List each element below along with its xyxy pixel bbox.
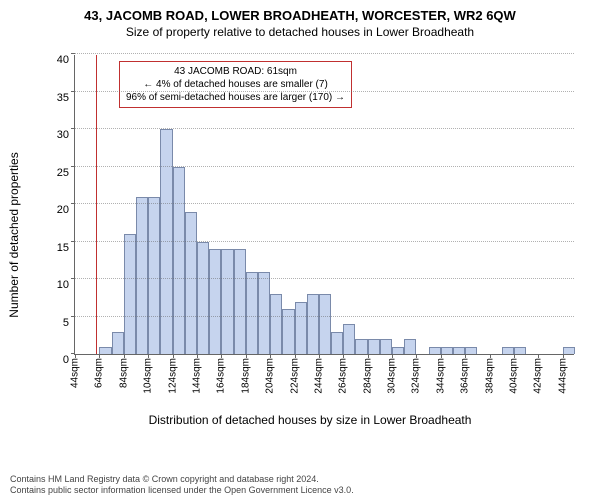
xtick-label: 324sqm [411,354,422,394]
x-axis-label: Distribution of detached houses by size … [149,413,472,427]
xtick-label: 84sqm [118,354,129,388]
histogram-bar [209,249,221,354]
xtick-label: 404sqm [509,354,520,394]
histogram-bar [343,324,355,354]
histogram-bar [307,294,319,354]
histogram-bar [112,332,124,355]
xtick-label: 304sqm [387,354,398,394]
histogram-bar [392,347,404,355]
xtick-label: 444sqm [557,354,568,394]
histogram-bar [331,332,343,355]
grid-line [75,316,574,317]
histogram-bar [160,129,172,354]
histogram-bar [221,249,233,354]
xtick-label: 164sqm [216,354,227,394]
histogram-bar [270,294,282,354]
grid-line [75,166,574,167]
histogram-bar [197,242,209,355]
grid-line [75,128,574,129]
chart-container: 43, JACOMB ROAD, LOWER BROADHEATH, WORCE… [0,0,600,500]
grid-line [75,241,574,242]
footer-line-2: Contains public sector information licen… [10,485,590,496]
ytick-label: 25 [57,167,75,179]
xtick-label: 384sqm [484,354,495,394]
plot-area: 43 JACOMB ROAD: 61sqm← 4% of detached ho… [74,55,574,355]
xtick-label: 344sqm [435,354,446,394]
grid-line [75,203,574,204]
xtick-label: 104sqm [143,354,154,394]
histogram-bar [368,339,380,354]
footer-line-1: Contains HM Land Registry data © Crown c… [10,474,590,485]
histogram-bar [185,212,197,355]
histogram-bar [514,347,526,355]
info-box: 43 JACOMB ROAD: 61sqm← 4% of detached ho… [119,61,352,108]
histogram-bar [429,347,441,355]
title-sub: Size of property relative to detached ho… [10,25,590,39]
histogram-bar [295,302,307,355]
ytick-label: 40 [57,54,75,66]
histogram-bar [99,347,111,355]
histogram-bar [502,347,514,355]
xtick-label: 144sqm [191,354,202,394]
histogram-bar [234,249,246,354]
info-box-line: 96% of semi-detached houses are larger (… [126,91,345,104]
histogram-bar [355,339,367,354]
xtick-label: 424sqm [533,354,544,394]
xtick-label: 184sqm [240,354,251,394]
xtick-label: 284sqm [362,354,373,394]
y-axis-label: Number of detached properties [7,152,21,317]
ytick-label: 15 [57,242,75,254]
ytick-label: 10 [57,279,75,291]
ytick-label: 5 [63,317,75,329]
reference-line [96,55,98,354]
histogram-bar [136,197,148,355]
info-box-line: 43 JACOMB ROAD: 61sqm [126,65,345,78]
info-box-line: ← 4% of detached houses are smaller (7) [126,78,345,91]
histogram-bar [173,167,185,355]
xtick-label: 224sqm [289,354,300,394]
xtick-label: 244sqm [313,354,324,394]
histogram-bar [563,347,575,355]
histogram-bar [404,339,416,354]
histogram-bar [453,347,465,355]
ytick-label: 35 [57,92,75,104]
histogram-bar [258,272,270,355]
xtick-label: 44sqm [70,354,81,388]
xtick-label: 264sqm [338,354,349,394]
ytick-label: 30 [57,129,75,141]
xtick-label: 364sqm [460,354,471,394]
histogram-bar [124,234,136,354]
footer: Contains HM Land Registry data © Crown c… [10,474,590,496]
histogram-bar [465,347,477,355]
histogram-bar [148,197,160,355]
histogram-bar [319,294,331,354]
grid-line [75,91,574,92]
ytick-label: 20 [57,204,75,216]
xtick-label: 64sqm [94,354,105,388]
chart-area: Number of detached properties 43 JACOMB … [30,45,590,425]
grid-line [75,53,574,54]
xtick-label: 124sqm [167,354,178,394]
xtick-label: 204sqm [265,354,276,394]
histogram-bar [380,339,392,354]
title-main: 43, JACOMB ROAD, LOWER BROADHEATH, WORCE… [10,8,590,23]
grid-line [75,278,574,279]
histogram-bar [246,272,258,355]
histogram-bar [441,347,453,355]
